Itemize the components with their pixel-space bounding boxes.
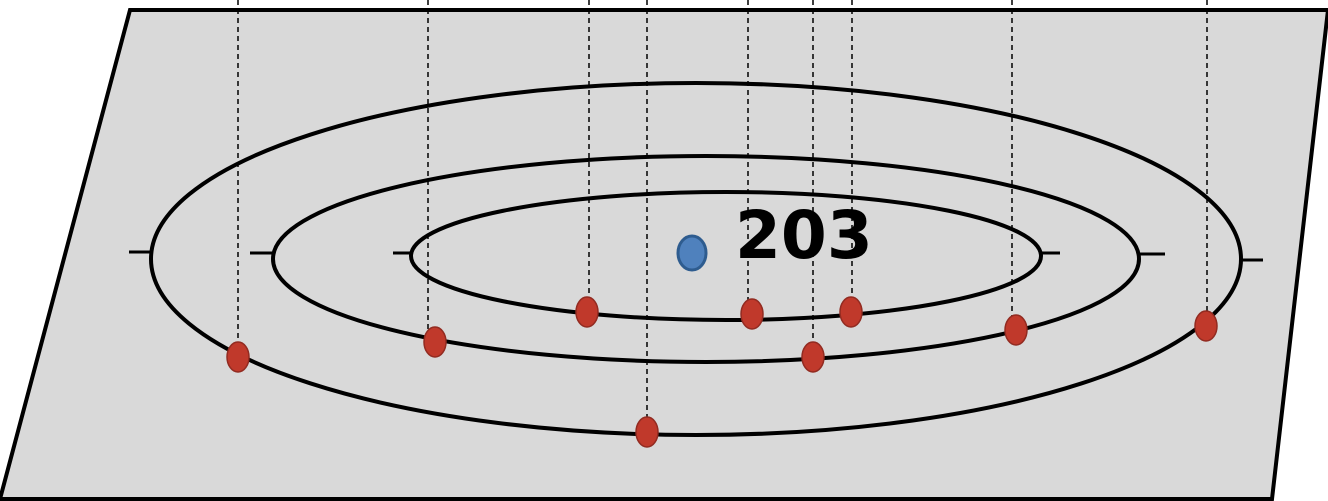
- sample-point: [740, 298, 764, 330]
- ring-tick-marks: [129, 250, 1263, 262]
- center-value-label: 203: [735, 197, 873, 274]
- sample-point: [635, 416, 659, 448]
- sample-point: [801, 341, 825, 373]
- projection-lines: [237, 0, 1208, 425]
- contour-ring-middle: [271, 154, 1141, 364]
- sample-point: [839, 296, 863, 328]
- sample-point: [1004, 314, 1028, 346]
- sample-points: [226, 296, 1218, 448]
- tilted-plane: [0, 8, 1328, 501]
- center-point: [676, 234, 708, 272]
- sample-point: [226, 341, 250, 373]
- sample-point: [423, 326, 447, 358]
- contour-ring-inner: [409, 190, 1043, 322]
- sample-point: [1194, 310, 1218, 342]
- sample-point: [575, 296, 599, 328]
